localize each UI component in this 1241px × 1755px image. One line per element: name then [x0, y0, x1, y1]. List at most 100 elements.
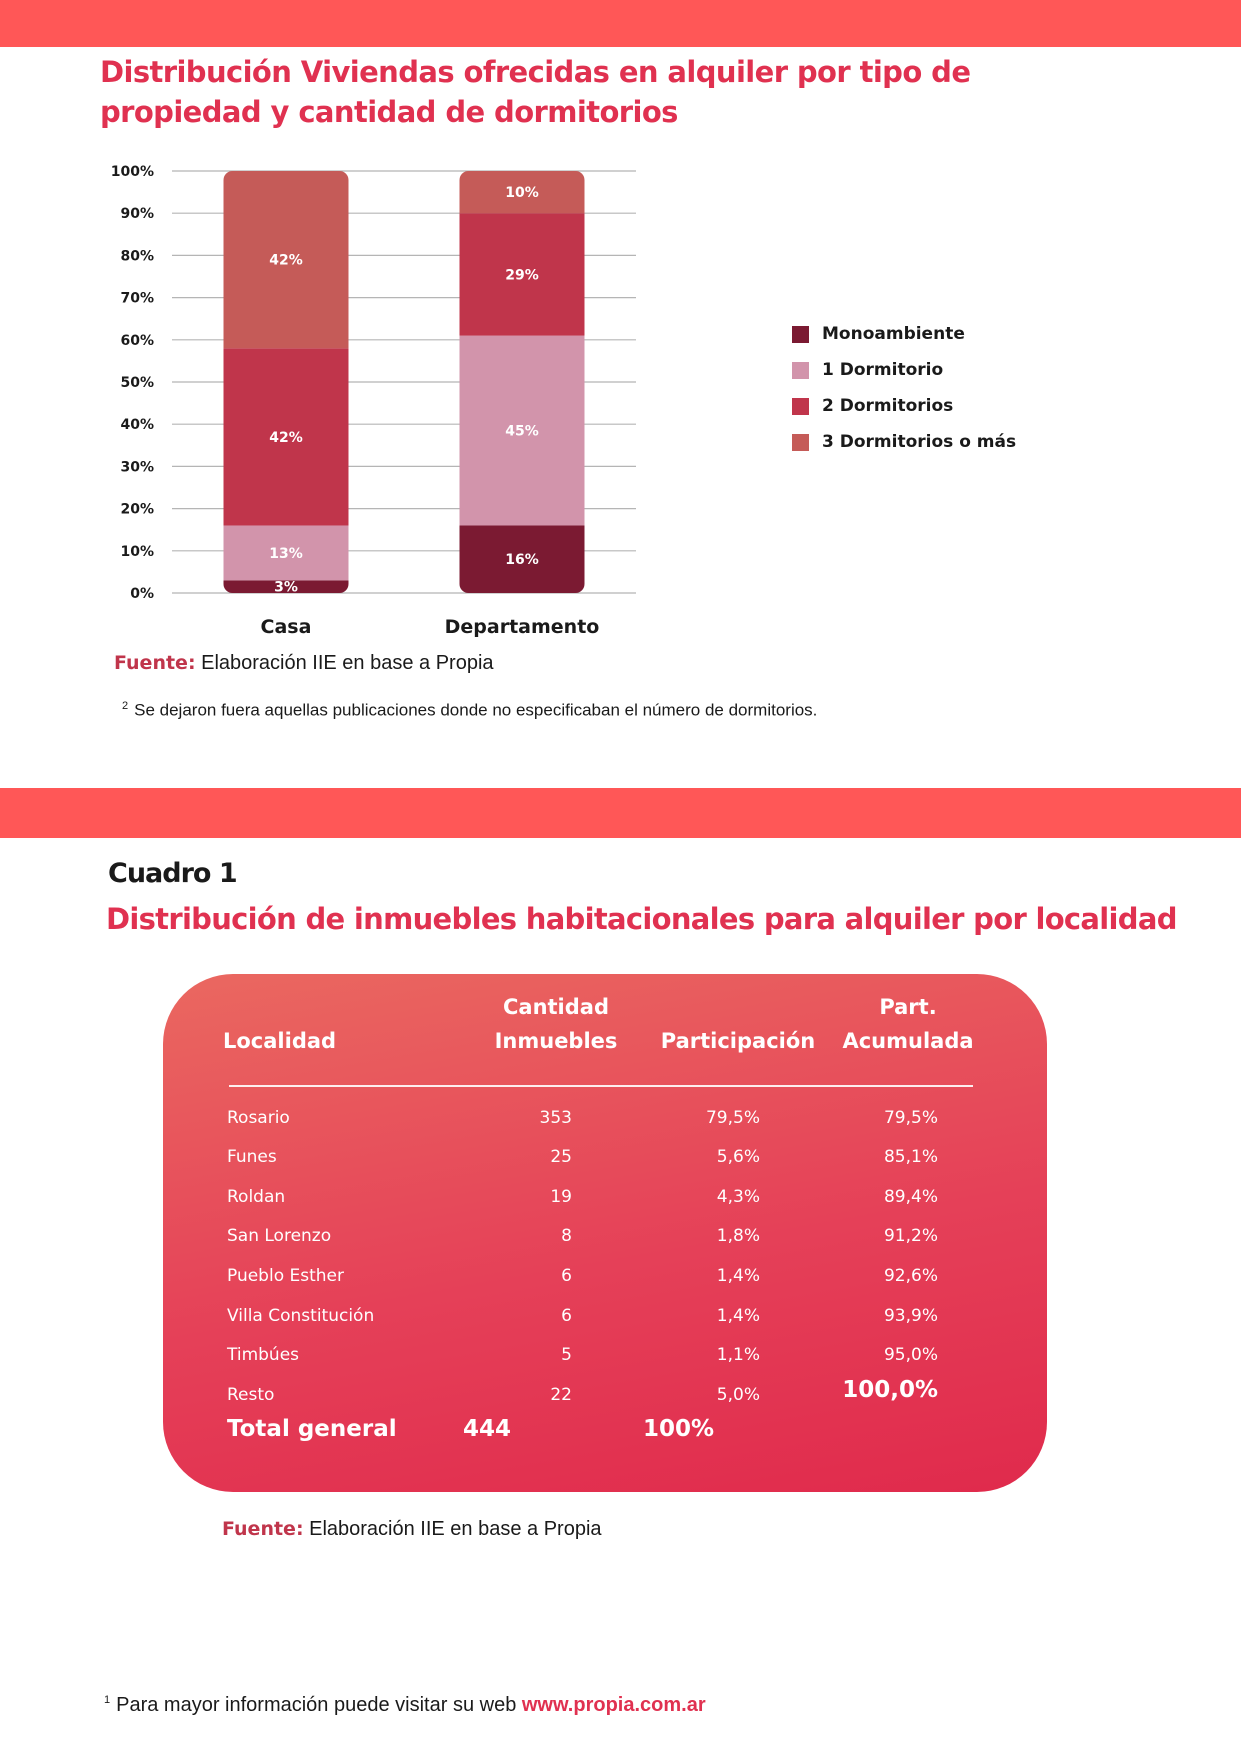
section-banner	[0, 788, 1241, 838]
cell-cantidad: 19	[550, 1187, 572, 1207]
total-cantidad: 444	[463, 1416, 512, 1442]
footnote-2: 2 Se dejaron fuera aquellas publicaciones…	[122, 700, 817, 721]
bar-segment	[223, 348, 349, 526]
header-acumulada-line1: Part.	[879, 995, 937, 1019]
footnote-1: 1 Para mayor información puede visitar su…	[104, 1694, 706, 1717]
cell-participacion: 1,1%	[716, 1345, 760, 1365]
legend-item-2-dormitorios: 2 Dormitorios	[792, 388, 1016, 424]
bar-segment	[459, 335, 585, 526]
header-participacion: Participación	[660, 1029, 816, 1053]
y-tick-label: 90%	[120, 206, 154, 222]
cell-acumulada: 92,6%	[883, 1266, 938, 1286]
cell-localidad: Pueblo Esther	[227, 1266, 344, 1286]
legend-item-3-dormitorios: 3 Dormitorios o más	[792, 424, 1016, 460]
footnote-text: Para mayor información puede visitar su …	[116, 1694, 517, 1716]
cell-acumulada: 93,9%	[883, 1306, 938, 1326]
source-label: Fuente:	[222, 1518, 304, 1540]
y-tick-label: 0%	[130, 586, 154, 602]
cell-participacion: 1,4%	[716, 1306, 760, 1326]
chart-source: Fuente: Elaboración IIE en base a Propia	[114, 652, 494, 675]
cell-cantidad: 25	[550, 1147, 572, 1167]
table-title: Distribución de inmuebles habitacionales…	[106, 902, 1177, 936]
table-number: Cuadro 1	[108, 858, 238, 889]
cell-acumulada: 95,0%	[883, 1345, 938, 1365]
cell-participacion: 1,4%	[716, 1266, 760, 1286]
data-label: 13%	[269, 546, 303, 562]
data-label: 45%	[505, 424, 539, 440]
data-label: 42%	[269, 430, 303, 446]
x-category-label: Casa	[261, 616, 312, 638]
bar-segment	[459, 525, 585, 593]
y-tick-label: 10%	[120, 544, 154, 560]
cell-participacion: 1,8%	[716, 1226, 760, 1246]
bar-segment	[459, 171, 585, 214]
y-tick-label: 60%	[120, 333, 154, 349]
cell-participacion: 4,3%	[716, 1187, 760, 1207]
header-cantidad-line2: Inmuebles	[494, 1029, 618, 1053]
source-label: Fuente:	[114, 652, 196, 674]
data-label: 29%	[505, 267, 539, 283]
bar-segment	[223, 525, 349, 581]
header-cantidad-line1: Cantidad	[502, 995, 609, 1019]
y-tick-label: 70%	[120, 291, 154, 307]
cell-cantidad: 6	[561, 1306, 572, 1326]
total-label: Total general	[227, 1416, 397, 1442]
data-label: 42%	[269, 253, 303, 269]
legend-label: 2 Dormitorios	[822, 396, 954, 416]
data-label: 16%	[505, 552, 539, 568]
y-tick-label: 30%	[120, 459, 154, 475]
cell-localidad: Resto	[227, 1385, 275, 1405]
footnote-mark: 1	[104, 1694, 111, 1707]
legend-swatch	[792, 361, 809, 379]
website-link[interactable]: www.propia.com.ar	[521, 1694, 706, 1716]
locality-table: Localidad Cantidad Inmuebles Participaci…	[163, 974, 1047, 1492]
footnote-text: Se dejaron fuera aquellas publicaciones …	[134, 700, 818, 720]
cell-cantidad: 8	[561, 1226, 572, 1246]
cell-acumulada: 85,1%	[883, 1147, 938, 1167]
legend-item-1-dormitorio: 1 Dormitorio	[792, 352, 1016, 388]
cell-cantidad: 6	[561, 1266, 572, 1286]
bar-segment	[223, 580, 349, 593]
bar-segment	[223, 171, 349, 349]
cell-acumulada-final: 100,0%	[842, 1377, 938, 1403]
bar-stack	[223, 171, 349, 593]
cell-localidad: San Lorenzo	[227, 1226, 332, 1246]
y-tick-label: 20%	[120, 502, 154, 518]
x-category-label: Departamento	[445, 616, 600, 638]
y-tick-label: 40%	[120, 417, 154, 433]
cell-acumulada: 79,5%	[883, 1108, 938, 1128]
legend-label: Monoambiente	[822, 324, 965, 344]
stacked-bar-chart: 0% 10% 20% 30% 40% 50% 60% 70% 80% 90% 100% 3% 13% 42…	[111, 164, 636, 638]
cell-cantidad: 22	[550, 1385, 572, 1405]
table-source: Fuente: Elaboración IIE en base a Propia	[222, 1518, 602, 1541]
cell-cantidad: 353	[539, 1108, 572, 1128]
data-label: 3%	[274, 580, 298, 596]
cell-localidad: Timbúes	[227, 1345, 300, 1365]
legend-swatch	[792, 397, 809, 415]
legend-item-monoambiente: Monoambiente	[792, 316, 1016, 352]
cell-participacion: 79,5%	[705, 1108, 760, 1128]
legend-swatch	[792, 433, 809, 451]
footnote-mark: 2	[122, 700, 129, 712]
cell-localidad: Rosario	[227, 1108, 290, 1128]
data-label: 10%	[505, 185, 539, 201]
legend-label: 3 Dormitorios o más	[822, 432, 1017, 452]
bar-segment	[459, 213, 585, 336]
cell-localidad: Roldan	[227, 1187, 286, 1207]
source-text: Elaboración IIE en base a Propia	[201, 652, 494, 674]
cell-acumulada: 91,2%	[883, 1226, 938, 1246]
cell-participacion: 5,6%	[716, 1147, 760, 1167]
total-participacion: 100%	[643, 1416, 715, 1442]
chart-legend: Monoambiente 1 Dormitorio 2 Dormitorios …	[792, 316, 1016, 460]
cell-localidad: Funes	[227, 1147, 277, 1167]
cell-participacion: 5,0%	[716, 1385, 760, 1405]
chart-title: Distribución Viviendas ofrecidas en alqu…	[100, 55, 971, 129]
y-tick-label: 50%	[120, 375, 154, 391]
legend-label: 1 Dormitorio	[822, 360, 944, 380]
cell-localidad: Villa Constitución	[227, 1306, 375, 1326]
header-divider	[229, 1085, 973, 1087]
source-text: Elaboración IIE en base a Propia	[309, 1518, 602, 1540]
y-tick-label: 80%	[120, 248, 154, 264]
header-localidad: Localidad	[223, 1029, 337, 1053]
cell-acumulada: 89,4%	[883, 1187, 938, 1207]
